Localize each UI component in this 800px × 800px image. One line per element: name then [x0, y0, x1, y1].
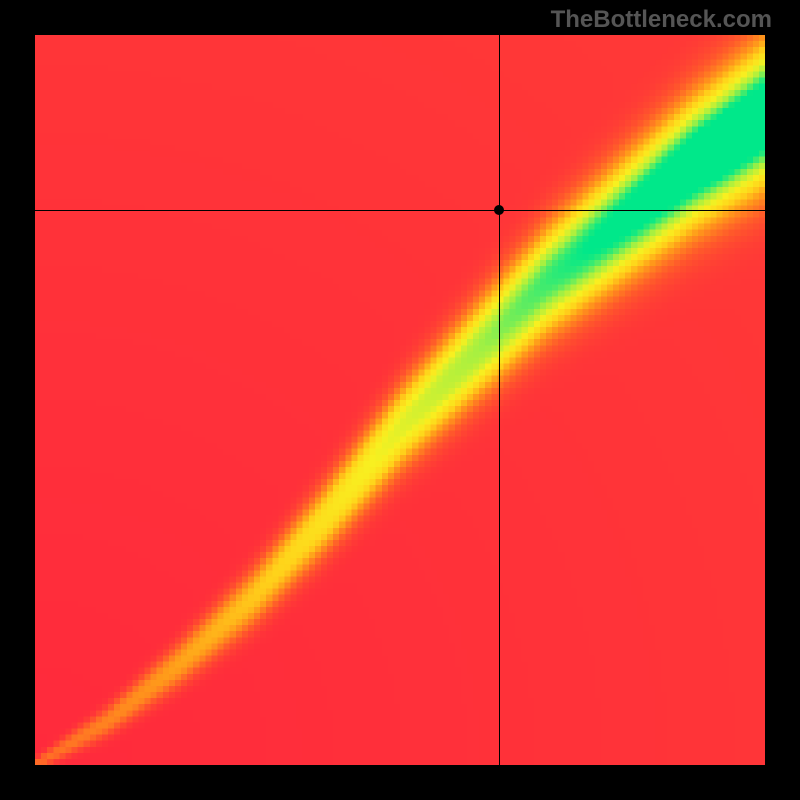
- crosshair-point: [494, 205, 504, 215]
- crosshair-vertical: [499, 35, 500, 765]
- chart-container: TheBottleneck.com: [0, 0, 800, 800]
- crosshair-horizontal: [35, 210, 765, 211]
- plot-area: [35, 35, 765, 765]
- heatmap-canvas: [35, 35, 765, 765]
- watermark-text: TheBottleneck.com: [551, 6, 772, 34]
